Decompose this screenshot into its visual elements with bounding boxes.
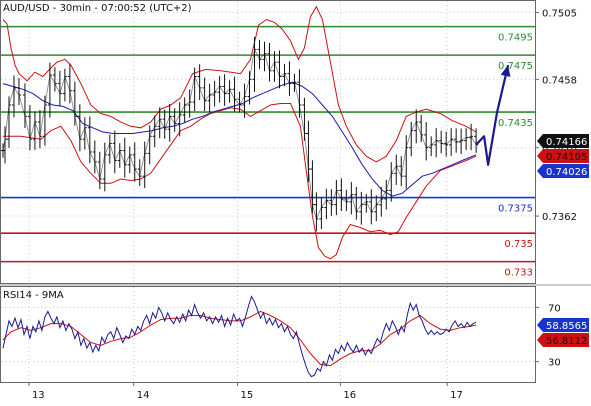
bollinger-lower-line	[3, 103, 477, 260]
price-tick-label: 0.7458	[542, 75, 577, 86]
price-badge-label: 0.74166	[546, 137, 587, 148]
forecast-arrow-head	[500, 65, 511, 77]
price-badge: 0.74166	[537, 134, 589, 148]
price-tick-label: 0.7505	[542, 8, 577, 19]
moving-average-line	[2, 81, 477, 197]
price-badges: 0.74166 0.74105 0.74026 58.8565 56.8112	[537, 134, 589, 347]
rsi-panel	[0, 286, 536, 383]
price-badge-label: 0.74026	[546, 167, 587, 178]
rsi-ma-badge-bg	[537, 333, 589, 347]
price-badge-bg	[537, 164, 589, 178]
rsi-value-badge: 58.8565	[537, 318, 589, 332]
rsi-value-badge-bg	[537, 318, 589, 332]
price-panel	[0, 0, 536, 284]
date-tick-label: 15	[241, 390, 254, 401]
rsi-ma-badge: 56.8112	[537, 333, 589, 347]
rsi-tick-label: 30	[548, 358, 561, 369]
price-tick-label: 0.7362	[542, 212, 577, 223]
support-resistance-levels: 0.7495 0.7475 0.7435 0.7375 0.735 0.733	[1, 25, 535, 279]
price-series-layer	[0, 5, 511, 260]
rsi-value-badge-label: 58.8565	[546, 321, 587, 332]
price-badge: 0.74105	[537, 149, 589, 163]
date-tick-label: 13	[32, 390, 45, 401]
rsi-label: RSI14 - 9MA	[3, 290, 64, 301]
level-label: 0.7475	[498, 61, 533, 72]
bollinger-upper-line	[2, 5, 477, 163]
price-badge-bg	[537, 149, 589, 163]
rsi-tick-label: 70	[548, 303, 561, 314]
chart-title: AUD/USD - 30min - 07:00:52 (UTC+2)	[3, 3, 192, 14]
rsi-series-layer	[2, 295, 477, 378]
price-line	[2, 48, 477, 221]
rsi-ma-badge-label: 56.8112	[546, 336, 587, 347]
level-label: 0.7375	[498, 204, 533, 215]
forecast-arrow-line	[475, 64, 510, 166]
rsi-line	[2, 295, 477, 378]
price-badge: 0.74026	[537, 164, 589, 178]
level-label: 0.7495	[498, 33, 533, 44]
level-label: 0.735	[504, 239, 533, 250]
date-tick-label: 14	[137, 390, 150, 401]
level-label: 0.733	[504, 268, 533, 279]
price-badge-label: 0.74105	[546, 152, 587, 163]
level-label: 0.7435	[498, 118, 533, 129]
date-tick-label: 17	[450, 390, 463, 401]
date-tick-label: 16	[343, 390, 356, 401]
price-badge-bg	[537, 134, 589, 148]
